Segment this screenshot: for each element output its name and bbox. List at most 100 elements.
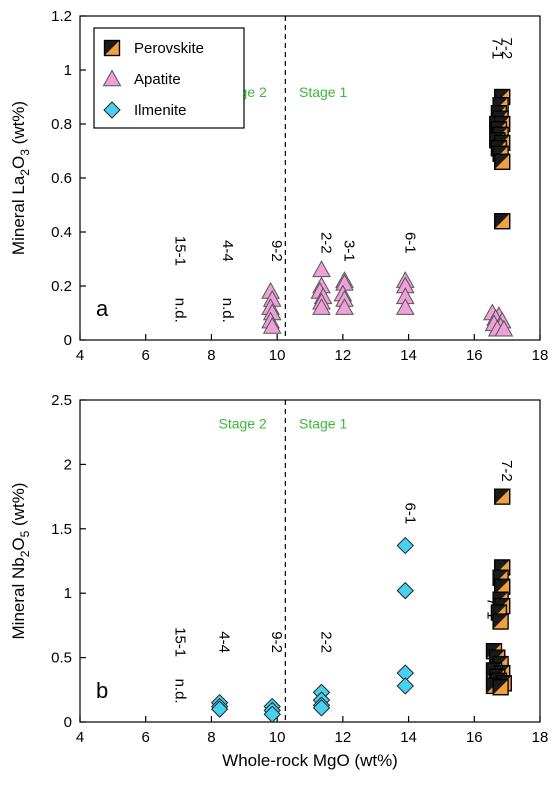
perovskite-marker-dark-half: [494, 213, 510, 229]
perovskite-marker-outline: [494, 213, 511, 230]
sample-label: 9-2: [268, 240, 285, 262]
x-tick-label: 4: [76, 347, 84, 364]
y-axis-label-part: O: [9, 537, 28, 550]
perovskite-marker-dark-half: [494, 489, 510, 505]
y-axis-label-part: (wt%): [9, 483, 28, 531]
y-axis-label: Mineral La2O3 (wt%): [9, 101, 32, 255]
x-tick-label: 10: [269, 729, 286, 746]
ilmenite-marker: [396, 581, 414, 600]
y-tick-label: 0: [64, 714, 72, 731]
y-axis-label-part: Mineral La: [9, 175, 28, 255]
sample-label: 3-1: [341, 240, 358, 262]
ilmenite-marker: [263, 705, 281, 723]
y-tick-label: 0.4: [51, 224, 72, 241]
x-tick-label: 16: [466, 729, 483, 746]
plot-frame: [79, 399, 541, 723]
perovskite-marker-outline: [494, 153, 511, 170]
ilmenite-marker: [312, 699, 331, 717]
sample-label: 2-2: [318, 631, 335, 653]
x-tick-label: 18: [532, 347, 549, 364]
apatite-marker: [335, 298, 354, 315]
panel-a: 4 6 8 10 12 14 16 18 0 0.2 0.4 0.6 0.8 1 1.2 Mineral La…: [9, 8, 548, 364]
not-detected-label: n.d.: [171, 679, 188, 704]
y-tick-label: 0.8: [51, 116, 72, 133]
x-axis-label: Whole-rock MgO (wt%): [222, 751, 398, 770]
stage-label: Stage 1: [299, 84, 347, 100]
sample-label: 6-1: [401, 503, 418, 525]
not-detected-label: n.d.: [219, 298, 236, 323]
y-axis-label-part: Mineral Nb: [9, 557, 28, 639]
apatite-marker: [262, 316, 282, 334]
sample-label: 7-2: [498, 460, 515, 482]
panel-label: a: [96, 296, 109, 321]
not-detected-label: n.d.: [171, 298, 188, 323]
x-tick-label: 6: [142, 347, 150, 364]
x-tick-label: 12: [335, 347, 352, 364]
perovskite-marker: [490, 604, 508, 621]
perovskite-marker-outline: [494, 488, 511, 505]
perovskite-marker-outline: [103, 39, 121, 57]
perovskite-marker: [492, 679, 509, 696]
series-apatite: [261, 260, 514, 337]
stage-label: Stage 2: [219, 415, 267, 431]
x-tick-label: 16: [466, 347, 483, 364]
y-tick-label: 2: [64, 456, 72, 473]
y-axis-label-subscript: 5: [18, 530, 32, 537]
x-tick-label: 14: [400, 729, 417, 746]
perovskite-marker-dark-half: [493, 679, 509, 695]
apatite-marker: [494, 319, 514, 337]
y-tick-label: 1: [64, 585, 72, 602]
sample-label: 15-1: [171, 236, 188, 266]
y-axis-label-part: (wt%): [9, 101, 28, 149]
x-tick-label: 14: [400, 347, 417, 364]
perovskite-marker-dark-half: [494, 579, 510, 595]
perovskite-marker-dark-half: [493, 614, 509, 630]
y-axis-label-part: O: [9, 156, 28, 169]
sample-label: 6-1: [401, 232, 418, 254]
sample-label: 9-2: [268, 631, 285, 653]
legend-item-label: Apatite: [134, 71, 181, 88]
perovskite-marker: [494, 153, 511, 170]
ilmenite-marker: [396, 536, 414, 555]
legend-item-label: Ilmenite: [134, 102, 187, 119]
perovskite-marker: [103, 39, 121, 57]
perovskite-marker-outline: [492, 613, 509, 630]
x-tick-label: 18: [532, 729, 549, 746]
y-tick-label: 0: [64, 332, 72, 349]
ilmenite-marker: [210, 700, 229, 718]
series-ilmenite: [210, 536, 414, 723]
perovskite-marker-dark-half: [494, 154, 510, 170]
x-tick-label: 12: [335, 729, 352, 746]
ilmenite-marker: [396, 677, 414, 695]
perovskite-marker-outline: [492, 679, 509, 696]
x-tick-label: 6: [142, 729, 150, 746]
panel-label: b: [96, 678, 108, 703]
ilmenite-marker: [103, 101, 121, 119]
y-tick-label: 0.5: [51, 650, 72, 667]
y-tick-label: 0.6: [51, 170, 72, 187]
y-axis-label-subscript: 2: [18, 169, 32, 176]
sample-label: 15-1: [171, 627, 188, 657]
perovskite-marker: [492, 613, 509, 630]
x-tick-label: 4: [76, 729, 84, 746]
perovskite-marker: [494, 488, 511, 505]
x-tick-label: 8: [207, 347, 215, 364]
perovskite-marker: [494, 578, 511, 595]
y-tick-label: 1: [64, 62, 72, 79]
series-perovskite: [485, 488, 512, 696]
y-tick-label: 2.5: [51, 392, 72, 409]
x-tick-label: 8: [207, 729, 215, 746]
apatite-marker: [312, 298, 331, 315]
y-tick-label: 1.5: [51, 521, 72, 538]
apatite-marker: [312, 260, 331, 278]
sample-label: 7-1: [488, 38, 505, 60]
perovskite-marker: [494, 213, 511, 230]
y-tick-label: 1.2: [51, 8, 72, 25]
perovskite-marker-dark-half: [104, 40, 120, 56]
apatite-marker: [395, 298, 415, 315]
legend: Perovskite Apatite Ilmenite: [93, 27, 245, 129]
stage-label: Stage 1: [299, 415, 347, 431]
y-axis-label-subscript: 2: [18, 550, 32, 557]
